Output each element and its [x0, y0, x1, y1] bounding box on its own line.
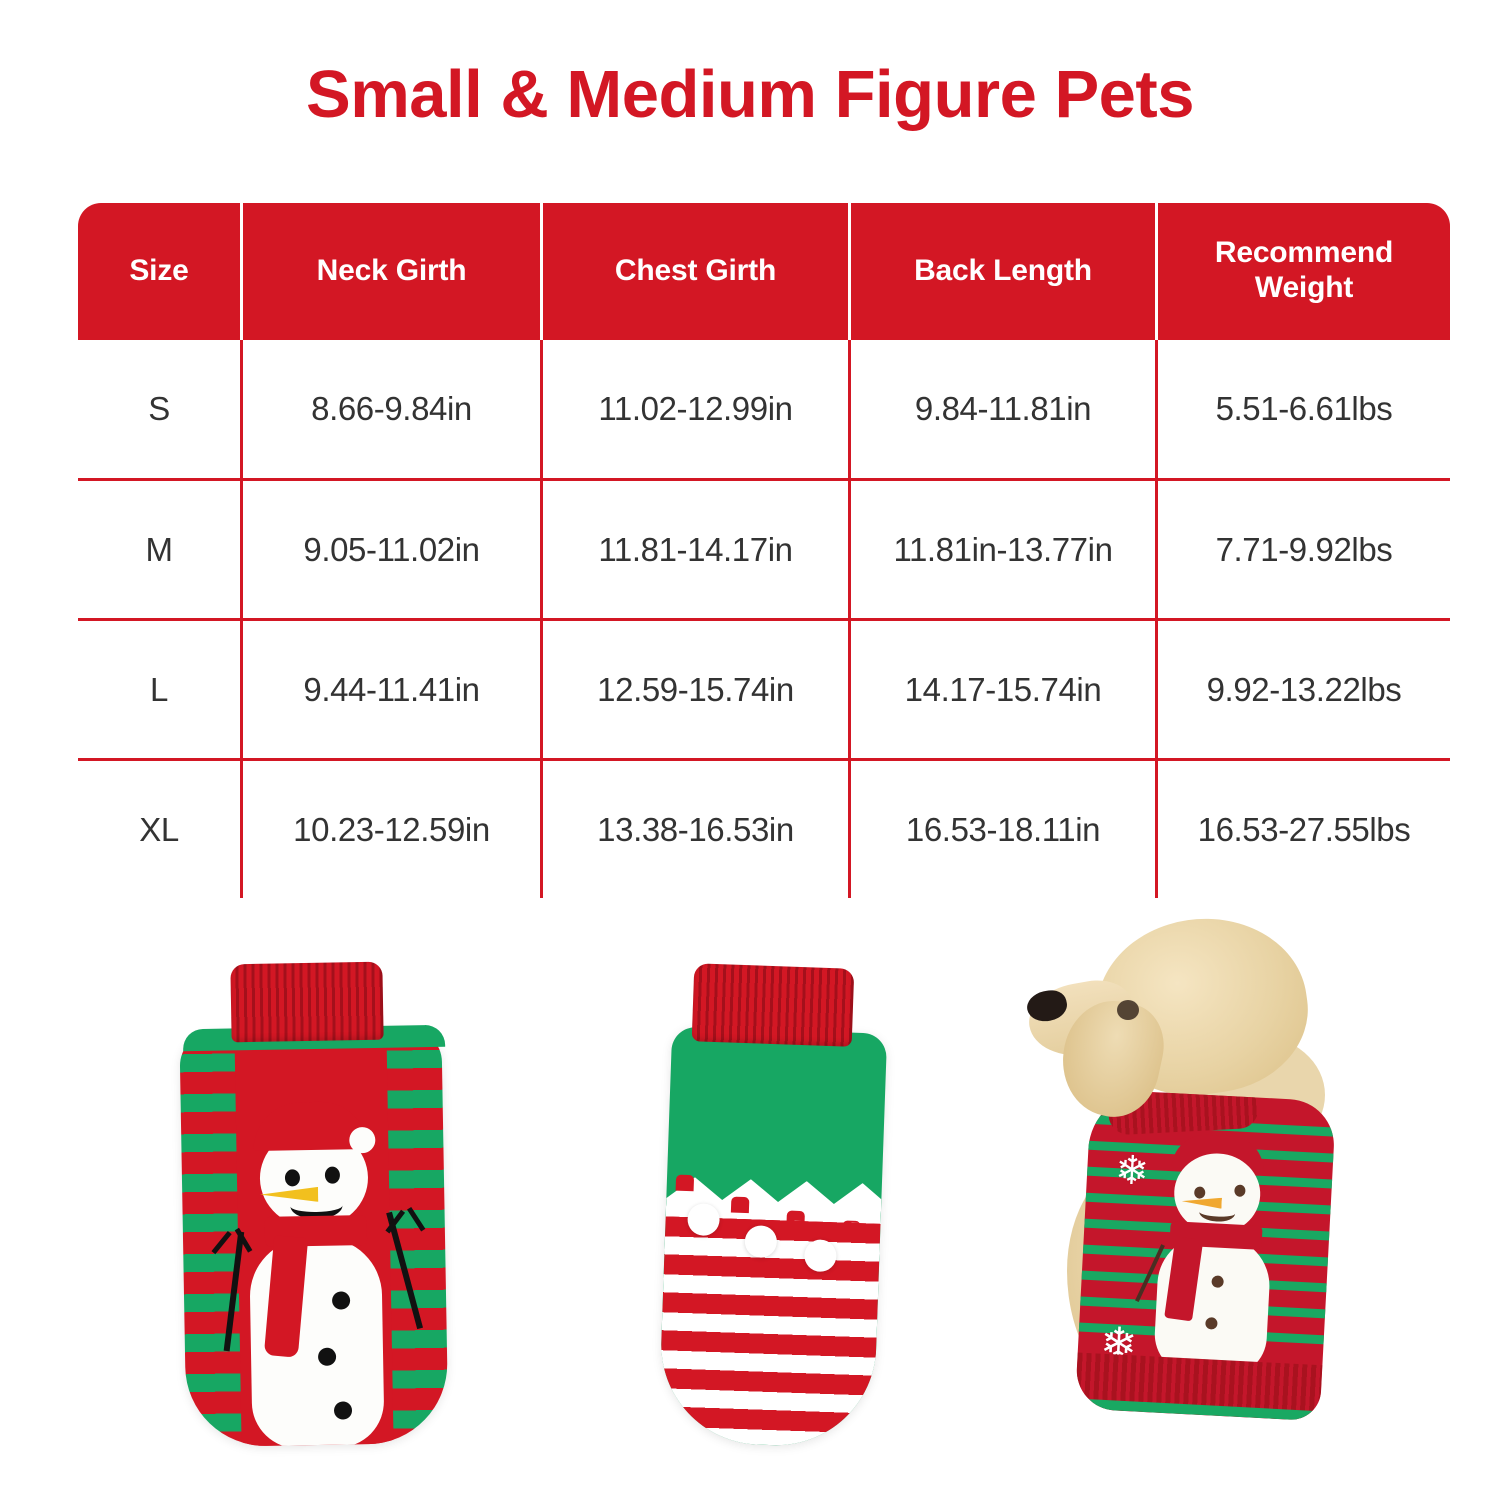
cell-size: S [78, 339, 243, 480]
column-header-recommend-weight: Recommend Weight [1214, 236, 1394, 305]
size-chart-table: Size Neck Girth Chest Girth Back Length … [75, 200, 1453, 901]
cell-recommend-weight: 5.51-6.61lbs [1215, 389, 1393, 427]
cell-recommend-weight: 9.92-13.22lbs [1156, 618, 1450, 760]
column-header-back-length: Back Length [849, 203, 1158, 340]
cell-neck-girth: 8.66-9.84in [241, 339, 543, 480]
cell-back-length: 16.53-18.11in [849, 758, 1158, 898]
cell-chest-girth: 13.38-16.53in [541, 758, 851, 898]
snowman-twig [211, 1230, 232, 1255]
table-header-row: Size Neck Girth Chest Girth Back Length … [78, 203, 1450, 340]
product-image-gallery: ❄ ❄ [0, 900, 1500, 1500]
cell-chest-girth: 11.81-14.17in [541, 478, 851, 620]
column-header-chest-girth: Chest Girth [541, 203, 851, 340]
snowflake-icon: ❄ [1114, 1148, 1150, 1194]
product-image-dog-wearing-sweater: ❄ ❄ [1005, 905, 1435, 1465]
page-title: Small & Medium Figure Pets [306, 57, 1194, 132]
sweater-body-striped [179, 1027, 449, 1448]
sweater-zigzag-tip [675, 1174, 695, 1192]
cell-recommend-weight: 16.53-27.55lbs [1156, 758, 1450, 898]
cell-back-length: 9.84-11.81in [849, 339, 1158, 480]
cell-back-length: 14.17-15.74in [849, 618, 1158, 760]
product-image-sweater-front [175, 955, 455, 1448]
cell-chest-girth: 11.02-12.99in [541, 339, 851, 480]
table-row: XL 10.23-12.59in 13.38-16.53in 16.53-18.… [78, 758, 1450, 898]
cell-chest-girth: 12.59-15.74in [541, 618, 851, 760]
sweater-ribbed-collar [691, 963, 855, 1047]
cell-neck-girth: 9.05-11.02in [241, 478, 543, 620]
snowman-twig [407, 1206, 426, 1232]
table-row: M 9.05-11.02in 11.81-14.17in 11.81in-13.… [78, 478, 1450, 620]
column-header-size: Size [78, 203, 243, 340]
cell-size: M [78, 478, 243, 620]
table-row: S 8.66-9.84in 11.02-12.99in 9.84-11.81in… [78, 339, 1450, 480]
cell-recommend-weight: 7.71-9.92lbs [1156, 478, 1450, 620]
cell-back-length: 11.81in-13.77in [849, 478, 1158, 620]
cell-size: L [78, 618, 243, 760]
table-body: S 8.66-9.84in 11.02-12.99in 9.84-11.81in… [78, 339, 1450, 898]
size-chart-table-wrapper: Size Neck Girth Chest Girth Back Length … [75, 200, 1453, 901]
cell-neck-girth: 10.23-12.59in [241, 758, 543, 898]
dog-sweater: ❄ ❄ [1074, 1088, 1337, 1422]
product-image-sweater-back [655, 960, 905, 1449]
cell-size: XL [78, 758, 243, 898]
sweater-zigzag-tip [730, 1196, 750, 1214]
dog-eye [1117, 1000, 1139, 1020]
column-header-neck-girth: Neck Girth [241, 203, 543, 340]
cell-neck-girth: 9.44-11.41in [241, 618, 543, 760]
table-header: Size Neck Girth Chest Girth Back Length … [78, 203, 1450, 340]
sweater-ribbed-collar [230, 961, 384, 1043]
sweater-body-green [657, 1026, 888, 1449]
table-row: L 9.44-11.41in 12.59-15.74in 14.17-15.74… [78, 618, 1450, 760]
